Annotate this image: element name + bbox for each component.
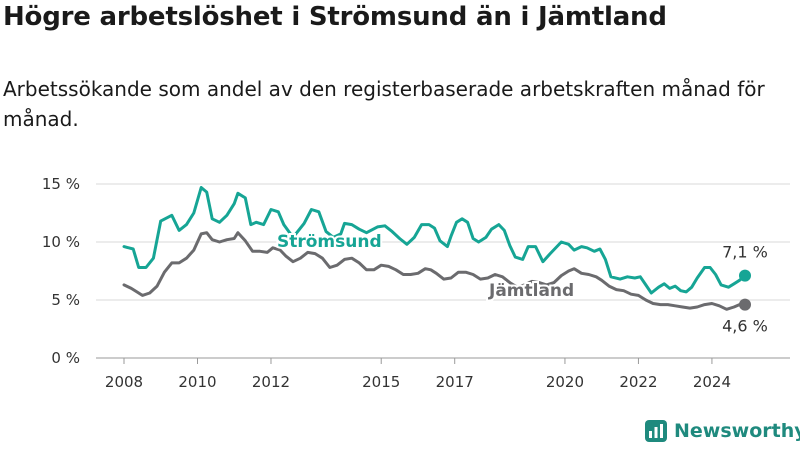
x-tick-label: 2022 xyxy=(619,373,657,391)
x-tick-label: 2012 xyxy=(252,373,290,391)
y-axis-ticks: 0 % 5 % 10 % 15 % xyxy=(42,175,80,367)
brand-name: Newsworthy xyxy=(674,420,800,442)
grid-layer xyxy=(96,183,790,359)
series-end-value-label: 4,6 % xyxy=(722,317,768,336)
series-end-marker xyxy=(739,298,751,311)
x-tick-label: 2020 xyxy=(546,373,584,391)
x-tick-label: 2024 xyxy=(693,373,731,391)
y-tick-label: 0 % xyxy=(51,349,80,367)
y-tick-label: 5 % xyxy=(51,291,80,309)
series-name-label: Jämtland xyxy=(488,281,574,301)
series-end-marker xyxy=(739,269,751,282)
series-layer xyxy=(122,186,751,311)
chart-subtitle: Arbetssökande som andel av den registerb… xyxy=(3,77,765,131)
series-line-jämtland xyxy=(122,231,747,311)
y-tick-label: 15 % xyxy=(42,175,80,193)
newsworthy-brand: Newsworthy xyxy=(644,419,800,443)
x-tick-label: 2010 xyxy=(178,373,216,391)
series-line-strömsund xyxy=(122,186,747,295)
x-tick-label: 2017 xyxy=(436,373,474,391)
label-layer: 7,1 % Strömsund 4,6 % Jämtland xyxy=(275,230,768,336)
newsworthy-logo-icon xyxy=(645,420,667,442)
x-tick-label: 2008 xyxy=(105,373,143,391)
x-tick-label: 2015 xyxy=(362,373,400,391)
series-end-value-label: 7,1 % xyxy=(722,243,768,262)
chart-title: Högre arbetslöshet i Strömsund än i Jämt… xyxy=(3,2,667,32)
y-tick-label: 10 % xyxy=(42,233,80,251)
x-axis-ticks: 2008 2010 2012 2015 2017 2020 2022 2024 xyxy=(105,358,731,391)
series-name-label: Strömsund xyxy=(277,232,382,252)
